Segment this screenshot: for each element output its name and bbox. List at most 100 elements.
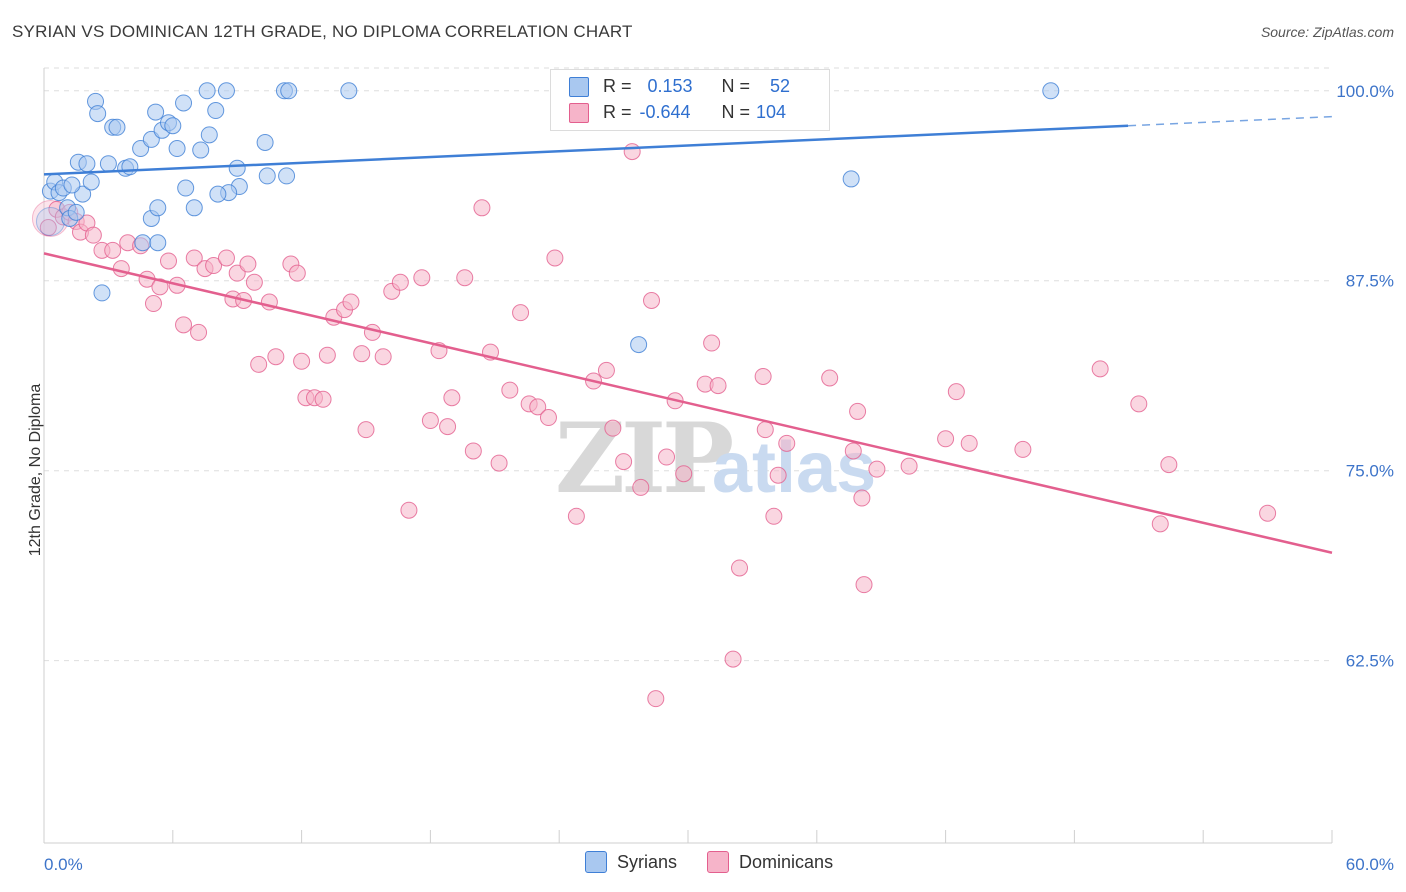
legend-item-dominicans[interactable]: Dominicans [707, 851, 833, 873]
dominicans-point [960, 434, 978, 452]
dominicans-point [456, 269, 474, 287]
dominicans-point [853, 489, 871, 507]
dominicans-point [357, 421, 375, 439]
dominicans-point [647, 690, 665, 708]
dominicans-point [703, 334, 721, 352]
legend-item-syrians[interactable]: Syrians [585, 851, 677, 873]
syrians-point [185, 199, 203, 217]
dominicans-point [947, 383, 965, 401]
dominicans-point [473, 199, 491, 217]
syrians-point [228, 159, 246, 177]
dominicans-point [643, 292, 661, 309]
syrians-point [99, 155, 117, 173]
syrians-point [256, 133, 274, 151]
syrians-point [340, 82, 358, 100]
dominicans-point [769, 466, 787, 484]
syrians-point [78, 155, 96, 173]
syrians-point [134, 234, 152, 252]
dominicans-point [724, 650, 742, 668]
dominicans-point [821, 369, 839, 387]
y-tick-label: 100.0% [1336, 82, 1394, 101]
n-label: N = [721, 102, 751, 122]
n-value: 52 [770, 76, 791, 96]
dominicans-point [731, 559, 749, 577]
dominicans-point [112, 260, 130, 278]
dominicans-point [658, 448, 676, 466]
dominicans-point [567, 507, 585, 525]
stats-legend: R = 0.153 N = 52 R = -0.644 N = 104 [550, 69, 830, 131]
dominicans-point [765, 507, 783, 525]
dominicans-point [342, 293, 360, 311]
dominicans-point [539, 409, 557, 427]
syrians-point [168, 140, 186, 158]
dominicans-point [314, 390, 332, 408]
stats-row-syrians: R = 0.153 N = 52 [569, 76, 790, 97]
y-tick-label: 62.5% [1346, 652, 1394, 671]
dominicans-point [217, 249, 235, 267]
syrians-point [164, 117, 182, 135]
source-label: Source: ZipAtlas.com [1260, 24, 1394, 40]
dominicans-point [529, 398, 547, 416]
dominicans-point [267, 348, 285, 366]
syrians-point [63, 176, 81, 194]
dominicans-point [363, 323, 381, 341]
dominicans-point [675, 465, 693, 483]
dominicans-point [868, 460, 886, 478]
dominicans-points [31, 82, 1277, 708]
dominicans-point [175, 316, 193, 334]
r-value: -0.644 [639, 102, 691, 122]
syrians-point [149, 234, 167, 252]
dominicans-point [144, 295, 162, 313]
syrians-point [82, 173, 100, 191]
chart-title: SYRIAN VS DOMINICAN 12TH GRADE, NO DIPLO… [12, 22, 633, 41]
dominicans-point [604, 419, 622, 437]
dominicans-point [900, 457, 918, 475]
syrians-point [177, 179, 195, 197]
dominicans-point [778, 434, 796, 452]
n-value: 104 [756, 102, 787, 122]
syrians-point [630, 336, 648, 354]
dominicans-point [632, 478, 650, 496]
dominicans-point [937, 430, 955, 448]
y-tick-label: 87.5% [1346, 272, 1394, 291]
dominicans-point [84, 226, 102, 244]
x-tick-label-min: 0.0% [44, 855, 83, 874]
r-label: R = [603, 102, 632, 122]
dominicans-point [190, 323, 208, 341]
dominicans-point [615, 453, 633, 471]
syrians-trend-extension [1128, 115, 1333, 127]
syrians-point [200, 126, 218, 144]
dominicans-point [353, 345, 371, 363]
syrians-point [175, 94, 193, 112]
dominicans-trend-line [43, 252, 1333, 554]
dominicans-point [318, 346, 336, 364]
dominicans-point [754, 367, 772, 385]
syrians-point [207, 102, 225, 120]
bottom-legend: Syrians Dominicans [585, 851, 833, 873]
y-tick-label: 75.0% [1346, 462, 1394, 481]
dominicans-point [293, 352, 311, 370]
dominicans-point [250, 355, 268, 373]
dominicans-point [288, 264, 306, 282]
dominicans-point [1160, 456, 1178, 474]
syrians-point [149, 199, 167, 217]
r-label: R = [603, 76, 632, 96]
dominicans-point [464, 442, 482, 460]
dominicans-point [1014, 440, 1032, 458]
dominicans-point [1259, 504, 1277, 522]
x-tick-label-max: 60.0% [1346, 855, 1394, 874]
dominicans-point [439, 418, 457, 436]
syrians-point [217, 82, 235, 100]
dominicans-point [597, 361, 615, 379]
syrians-point [147, 103, 165, 121]
watermark: ZIP atlas [555, 402, 876, 515]
legend-label-dominicans: Dominicans [739, 851, 834, 872]
stats-row-dominicans: R = -0.644 N = 104 [569, 102, 786, 123]
dominicans-point [1130, 395, 1148, 413]
syrians-point [209, 185, 227, 203]
syrians-legend-swatch [585, 851, 607, 873]
dominicans-point [39, 219, 57, 237]
dominicans-legend-swatch [707, 851, 730, 873]
dominicans-point [205, 257, 223, 275]
